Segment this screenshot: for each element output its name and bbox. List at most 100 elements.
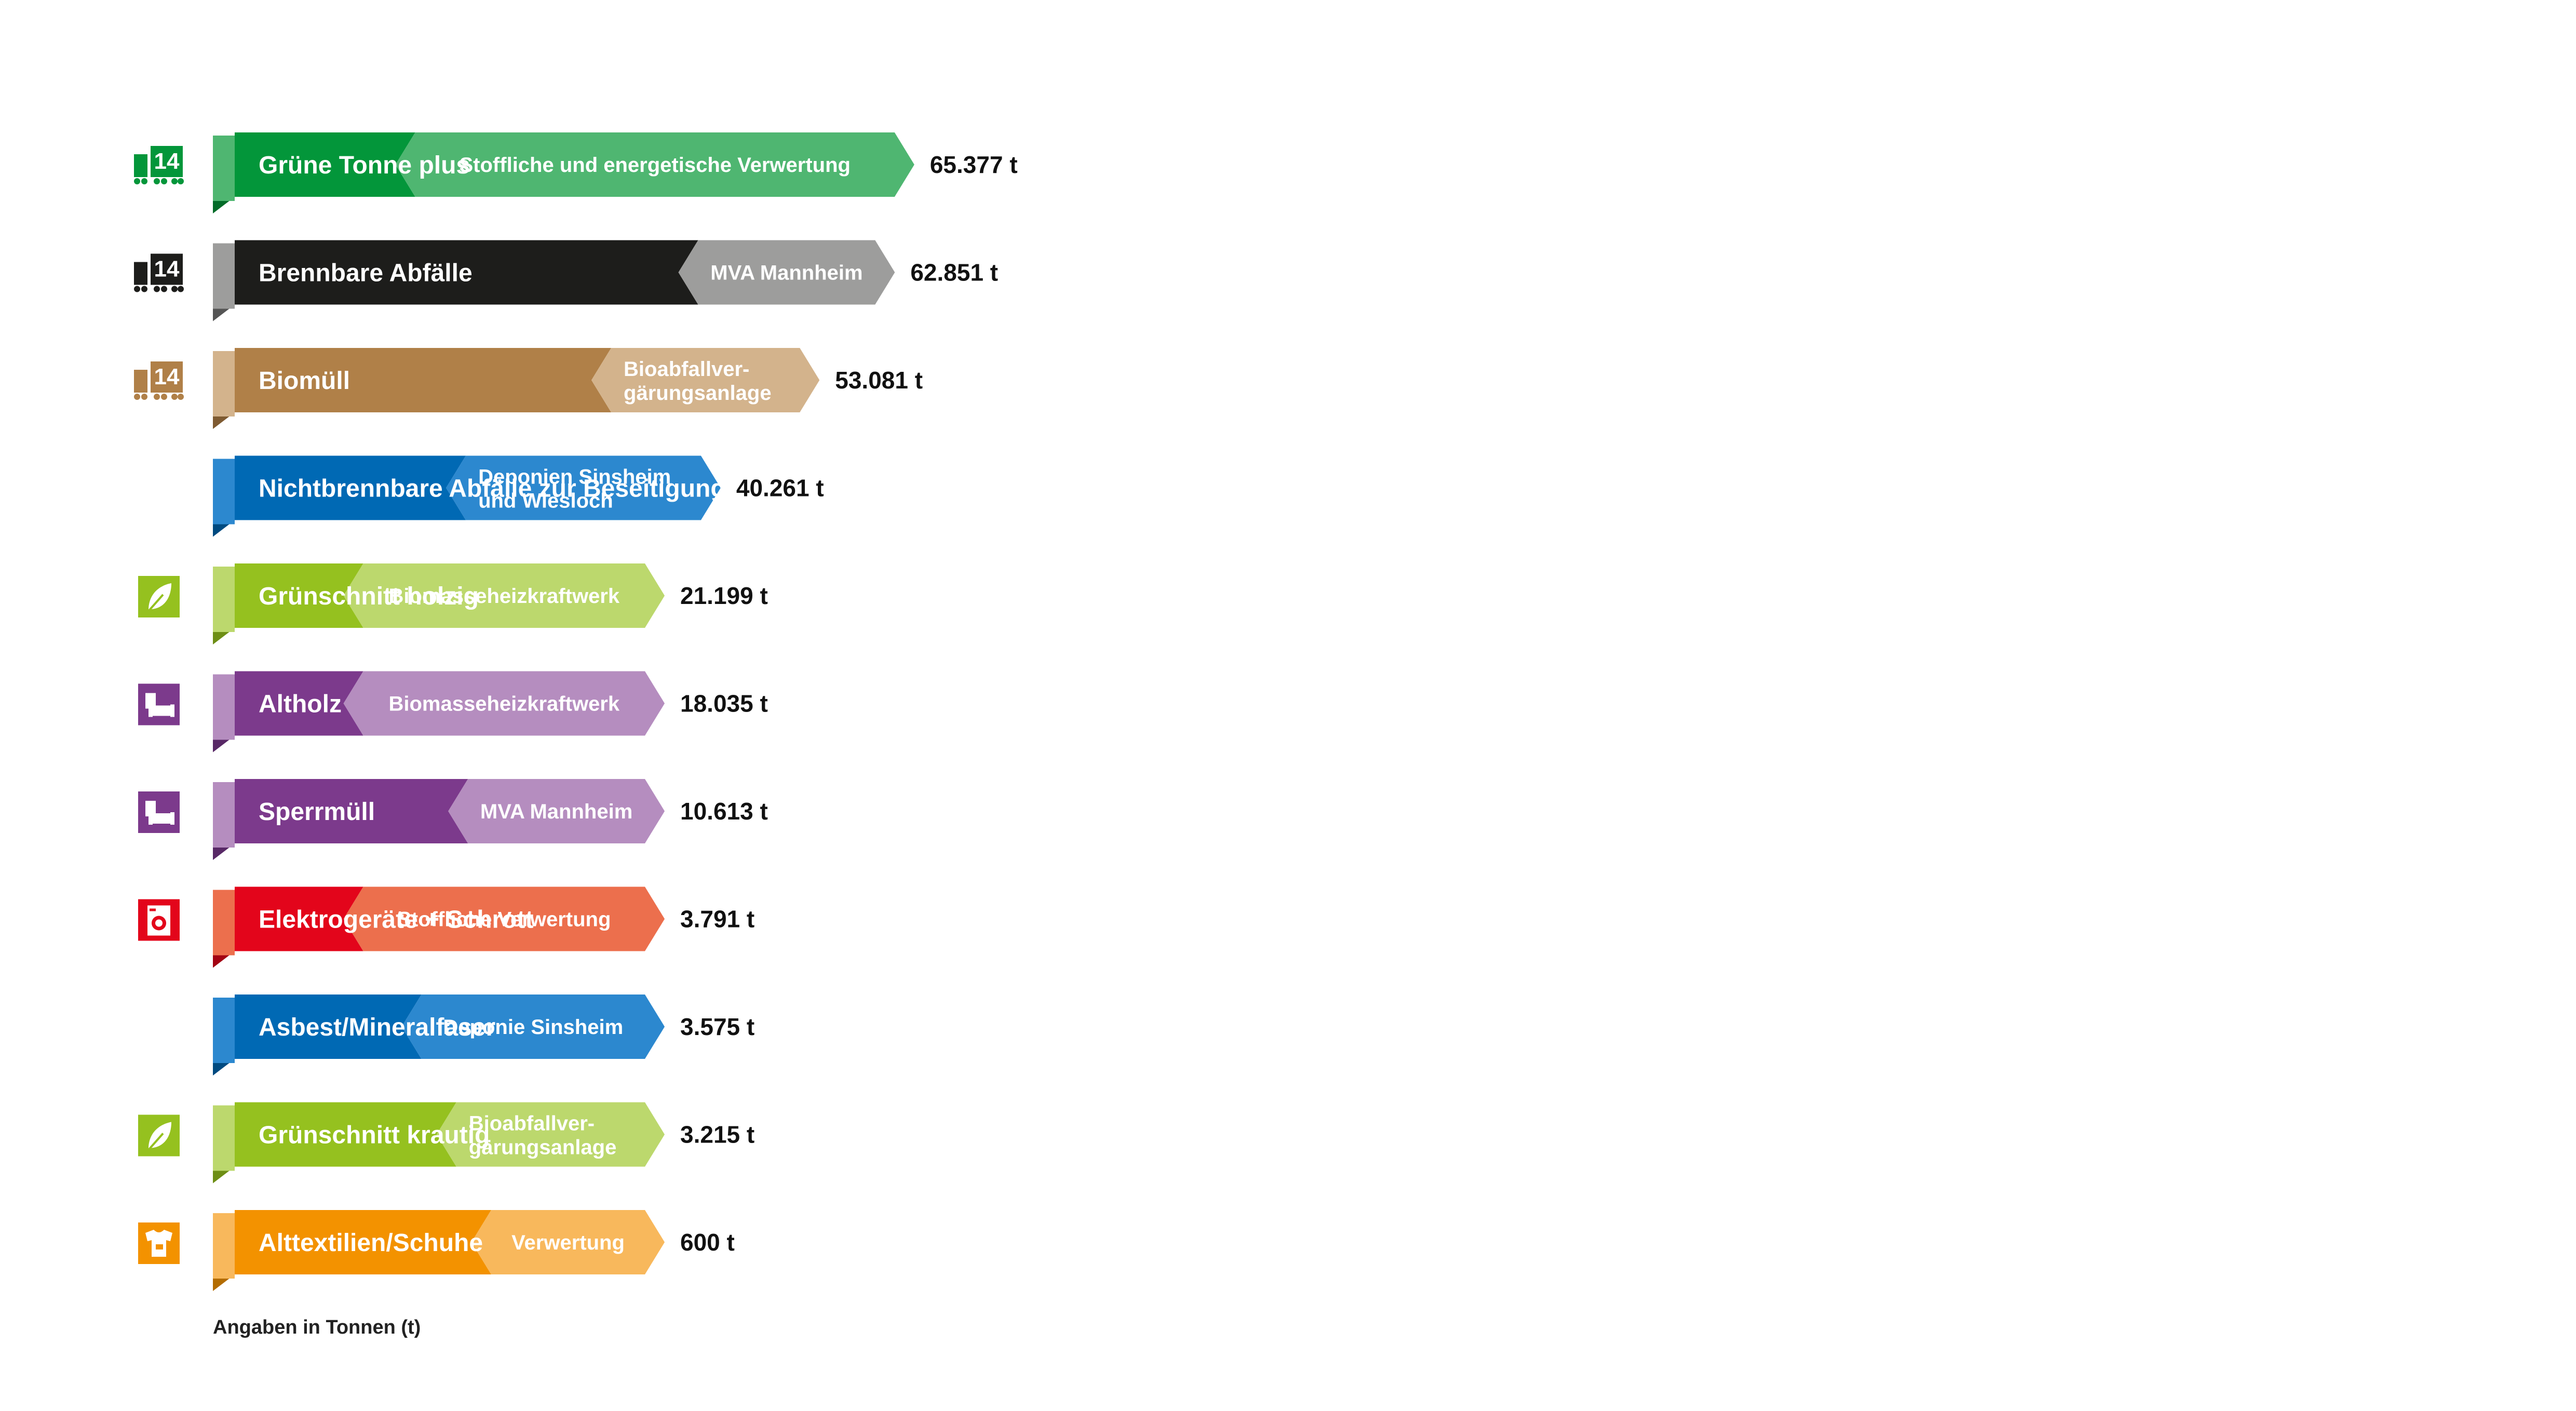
bin-number: 14 xyxy=(154,257,180,282)
bin-wheel xyxy=(178,178,184,184)
leaf-vein xyxy=(146,594,164,613)
bar-fold-edge xyxy=(213,136,235,201)
value-label: 65.377 t xyxy=(930,151,1018,178)
bar-fold-edge xyxy=(213,1213,235,1279)
bin-small xyxy=(134,370,147,393)
destination-label: Deponien Sinsheim xyxy=(478,466,671,489)
value-label: 40.261 t xyxy=(736,475,824,502)
bin-number: 14 xyxy=(154,364,180,389)
bar-destination xyxy=(678,240,895,305)
bar-fold-edge xyxy=(213,1105,235,1171)
bar-main xyxy=(235,240,698,305)
destination-label: Biomasseheizkraftwerk xyxy=(388,693,619,716)
bar-destination xyxy=(448,779,665,843)
cabinet xyxy=(145,801,156,816)
bar-main xyxy=(235,132,415,197)
shirt-shape xyxy=(145,1230,172,1257)
value-label: 3.575 t xyxy=(680,1013,754,1040)
bar-main xyxy=(235,1102,456,1167)
bin-large xyxy=(151,253,183,285)
bar-main xyxy=(235,779,468,843)
bar-main xyxy=(235,455,466,520)
bar-destination xyxy=(446,455,721,520)
destination-label: MVA Mannheim xyxy=(710,262,862,285)
bin-wheel xyxy=(134,178,140,184)
unit-note: Angaben in Tonnen (t) xyxy=(213,1316,421,1338)
destination-label: und Wiesloch xyxy=(478,490,613,513)
bin-14-icon: 14 xyxy=(134,253,184,292)
bar-main xyxy=(235,1210,491,1274)
bin-14-icon: 14 xyxy=(134,361,184,400)
leaf-vein xyxy=(146,1133,164,1152)
destination-label: Deponie Sinsheim xyxy=(443,1016,623,1039)
leaf-icon xyxy=(138,576,180,617)
bin-wheel xyxy=(161,286,167,292)
destination-label: Stoffliche Verwertung xyxy=(397,908,611,931)
bar-main xyxy=(235,563,363,628)
bar-row: Altholz Biomasseheizkraftwerk 18.035 t xyxy=(138,671,768,752)
bar-fold-edge xyxy=(213,243,235,309)
bin-wheel xyxy=(141,286,147,292)
sofa xyxy=(149,704,174,717)
bin-wheel xyxy=(161,394,167,400)
destination-label: Stoffliche und energetische Verwertung xyxy=(460,154,851,177)
bar-row: Nichtbrennbare Abfälle zur BeseitigungDe… xyxy=(213,455,824,537)
bin-wheel xyxy=(141,394,147,400)
destination-label: Bioabfallver- xyxy=(624,358,749,381)
bin-wheel xyxy=(154,286,160,292)
machine-door-inner xyxy=(155,919,163,927)
bin-wheel xyxy=(171,286,178,292)
bar-main xyxy=(235,348,612,412)
bar-fold-edge xyxy=(213,782,235,848)
value-label: 10.613 t xyxy=(680,798,768,825)
bar-fold-edge xyxy=(213,567,235,632)
bin-14-icon: 14 xyxy=(134,146,184,184)
category-label: Nichtbrennbare Abfälle zur Beseitigung xyxy=(259,475,726,503)
bar-row: 14 Biomüll Bioabfallver-gärungsanlage 53.08… xyxy=(134,348,923,429)
value-label: 53.081 t xyxy=(835,367,923,394)
bin-wheel xyxy=(134,286,140,292)
bin-number: 14 xyxy=(154,149,180,174)
category-label: Sperrmüll xyxy=(259,798,375,826)
category-label: Brennbare Abfälle xyxy=(259,260,473,287)
bar-fold-edge xyxy=(213,674,235,740)
sofa xyxy=(149,812,174,825)
destination-label: gärungsanlage xyxy=(624,382,772,405)
value-label: 600 t xyxy=(680,1229,735,1256)
bar-row: 14 Brennbare Abfälle MVA Mannheim 62.851 t xyxy=(134,240,998,321)
bin-wheel xyxy=(171,178,178,184)
bar-destination xyxy=(591,348,820,412)
bin-small xyxy=(134,262,147,285)
value-label: 3.791 t xyxy=(680,906,754,933)
bin-large xyxy=(151,361,183,393)
category-label: Asbest/Mineralfaser xyxy=(259,1014,495,1041)
cabinet xyxy=(145,693,156,709)
value-label: 3.215 t xyxy=(680,1121,754,1148)
bar-destination xyxy=(436,1102,665,1167)
furniture-icon xyxy=(138,683,180,725)
bin-large xyxy=(151,146,183,177)
bin-small xyxy=(134,154,147,177)
bin-wheel xyxy=(178,394,184,400)
destination-label: Verwertung xyxy=(511,1231,625,1254)
bar-fold-edge xyxy=(213,459,235,525)
bar-fold-edge xyxy=(213,890,235,956)
bar-row: Alttextilien/Schuhe Verwertung 600 t xyxy=(138,1210,735,1291)
value-label: 62.851 t xyxy=(910,259,998,286)
destination-label: MVA Mannheim xyxy=(480,800,632,823)
category-label: Biomüll xyxy=(259,367,350,395)
category-label: Altholz xyxy=(259,691,342,718)
bar-destination xyxy=(471,1210,665,1274)
bar-main xyxy=(235,671,363,736)
destination-label: Bioabfallver- xyxy=(469,1112,595,1135)
value-label: 21.199 t xyxy=(680,582,768,609)
bin-wheel xyxy=(171,394,178,400)
category-label: Grünschnitt holzig xyxy=(259,583,479,610)
bar-destination xyxy=(401,995,665,1059)
